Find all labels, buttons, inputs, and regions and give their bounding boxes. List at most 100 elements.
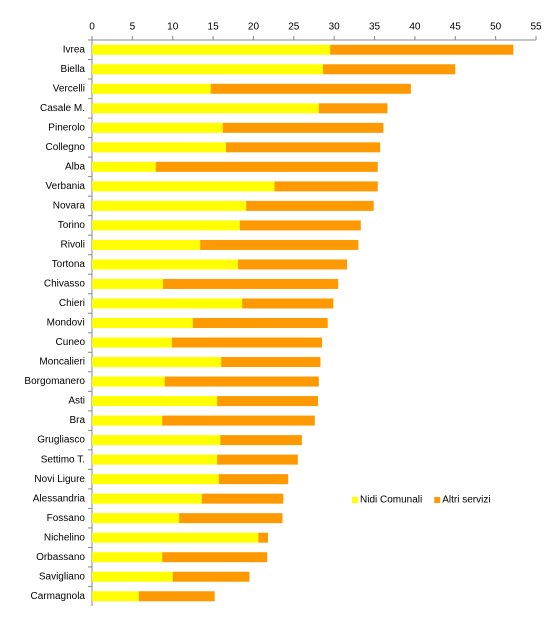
bar-segment	[322, 64, 456, 75]
x-tick-label: 10	[167, 22, 179, 33]
bar-segment	[192, 318, 328, 328]
y-tick-label: Vercelli	[53, 83, 85, 94]
bar-segment	[92, 571, 173, 582]
bar-segment	[172, 571, 250, 582]
bar-segment	[218, 474, 289, 485]
y-tick-label: Moncalieri	[39, 357, 85, 368]
bar-segment	[246, 200, 374, 211]
bar-segment	[92, 376, 165, 387]
y-tick-label: Fossano	[47, 513, 86, 524]
y-tick-label: Alba	[65, 162, 85, 173]
y-tick-label: Novara	[53, 201, 86, 212]
bar-segment	[226, 142, 381, 153]
y-tick-label: Chieri	[59, 298, 85, 309]
legend-swatch	[352, 497, 358, 503]
y-tick-label: Chivasso	[44, 279, 86, 290]
bar-segment	[242, 298, 334, 309]
bar-segment	[221, 357, 321, 368]
bar-segment	[92, 357, 222, 368]
bar-segment	[92, 83, 211, 94]
bar-segment	[162, 552, 268, 563]
bar-segment	[163, 278, 339, 289]
y-tick-label: Rivoli	[61, 240, 85, 251]
bar-segment	[258, 532, 268, 543]
x-tick-label: 20	[248, 22, 260, 33]
bar-segment	[220, 435, 302, 446]
y-tick-label: Asti	[68, 396, 85, 407]
y-tick-label: Mondovì	[47, 318, 86, 329]
bar-segment	[138, 591, 215, 602]
bar-segment	[217, 454, 298, 465]
y-tick-label: Borgomanero	[24, 376, 85, 387]
bar-segment	[92, 435, 221, 446]
bar-segment	[318, 103, 388, 114]
bar-segment	[217, 396, 319, 407]
bar-segment	[222, 122, 384, 133]
bar-segment	[92, 415, 163, 426]
bar-segment	[330, 44, 514, 55]
bar-segment	[92, 591, 139, 602]
x-tick-label: 30	[329, 22, 341, 33]
y-tick-label: Collegno	[46, 142, 86, 153]
bar-segment	[92, 454, 218, 465]
bar-segment	[92, 103, 319, 114]
bar-segment	[92, 161, 156, 172]
bar-segment	[92, 64, 323, 75]
bar-segment	[92, 122, 223, 133]
bar-segment	[92, 337, 172, 348]
bar-segment	[92, 493, 202, 504]
x-tick-label: 40	[409, 22, 421, 33]
y-tick-label: Cuneo	[56, 337, 86, 348]
bar-segment	[162, 415, 315, 426]
bar-segment	[155, 161, 378, 172]
bar-segment	[210, 83, 411, 94]
bar-segment	[274, 181, 378, 192]
y-tick-label: Carmagnola	[31, 591, 86, 602]
y-tick-label: Novi Ligure	[34, 474, 85, 485]
y-tick-label: Verbania	[46, 181, 86, 192]
y-tick-label: Torino	[58, 220, 86, 231]
bar-segment	[164, 376, 319, 387]
bar-segment	[92, 181, 275, 192]
y-tick-label: Casale M.	[40, 103, 85, 114]
x-tick-label: 0	[89, 22, 95, 33]
y-tick-label: Biella	[61, 64, 86, 75]
x-tick-label: 35	[369, 22, 381, 33]
bar-segment	[92, 298, 243, 309]
bar-segment	[92, 532, 259, 543]
bar-segment	[171, 337, 323, 348]
bar-segment	[92, 552, 163, 563]
bar-segment	[92, 44, 331, 55]
y-tick-label: Ivrea	[63, 44, 86, 55]
bar-segment	[92, 239, 201, 250]
bar-segment	[92, 220, 240, 231]
bar-segment	[92, 513, 180, 524]
x-tick-label: 25	[288, 22, 300, 33]
x-tick-label: 45	[450, 22, 462, 33]
legend-label: Nidi Comunali	[360, 495, 422, 506]
bar-segment	[201, 493, 284, 504]
bar-segment	[92, 142, 227, 153]
y-tick-label: Savigliano	[39, 571, 86, 582]
legend-swatch	[434, 497, 441, 503]
x-tick-label: 55	[530, 22, 542, 33]
bar-segment	[238, 259, 348, 270]
legend-label: Altri servizi	[442, 495, 490, 506]
x-tick-label: 5	[130, 22, 136, 33]
bar-segment	[92, 259, 239, 270]
y-tick-label: Bra	[69, 415, 85, 426]
y-tick-label: Nichelino	[44, 532, 86, 543]
x-tick-label: 50	[490, 22, 502, 33]
y-tick-label: Settimo T.	[41, 454, 85, 465]
y-tick-label: Pinerolo	[48, 122, 85, 133]
bar-segment	[239, 220, 361, 231]
bar-segment	[92, 278, 164, 289]
bar-segment	[92, 318, 193, 328]
y-tick-label: Alessandria	[33, 493, 86, 504]
bar-segment	[92, 474, 219, 485]
bar-segment	[200, 239, 359, 250]
bar-segment	[92, 396, 218, 407]
bar-segment	[179, 513, 283, 524]
y-tick-label: Tortona	[52, 259, 86, 270]
